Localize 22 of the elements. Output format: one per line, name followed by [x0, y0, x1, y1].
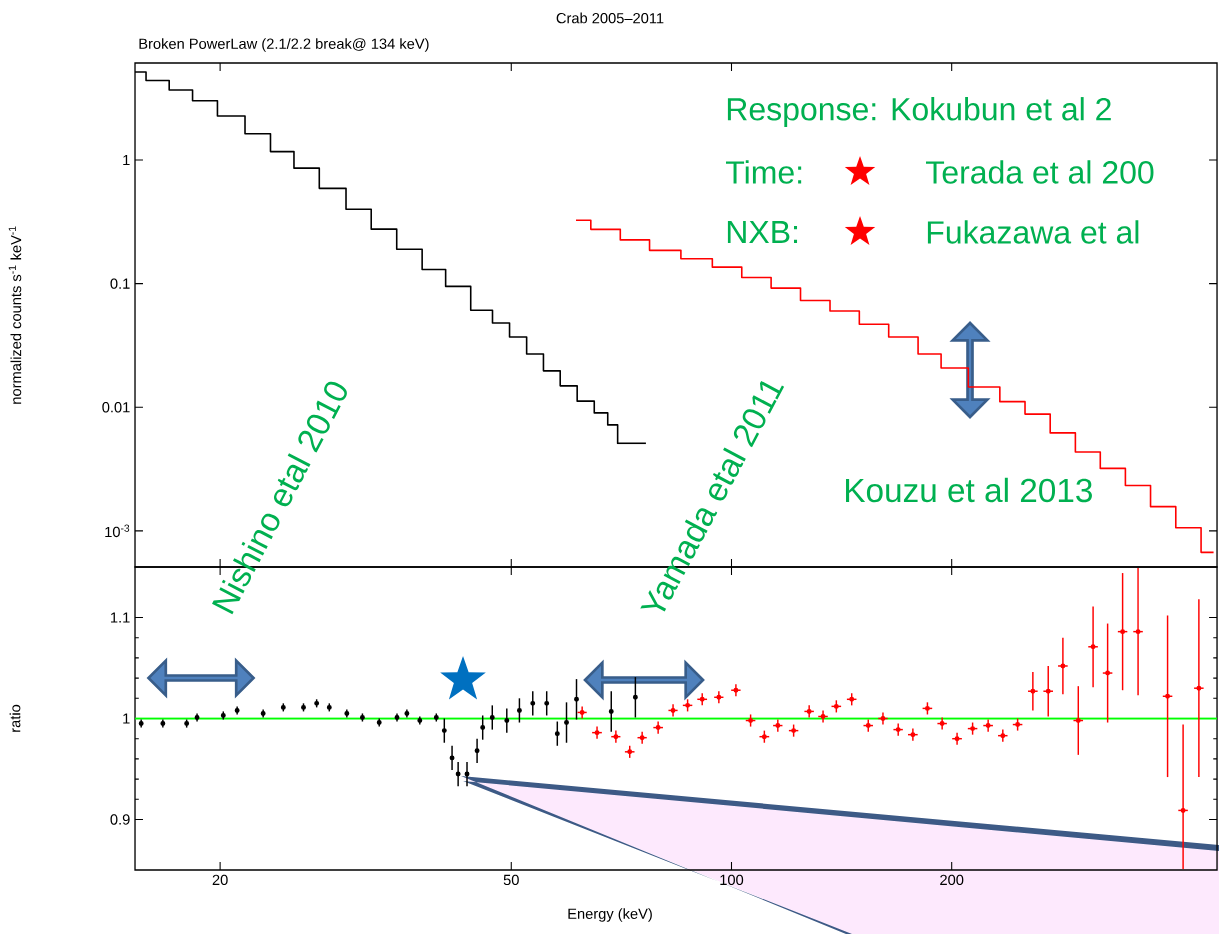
annotation: Response: Kokubun et al 2	[727, 97, 1111, 127]
y-tick-label: 0.1	[110, 278, 130, 289]
y-tick-label: 1	[123, 713, 130, 724]
y-axis-title: normalized counts s$^{-1}$ keV$^{-1}$	[8, 226, 22, 404]
y-tick-label: 1	[123, 155, 130, 166]
annotation: Terada et al 200	[925, 160, 1154, 184]
x-tick-label: 200	[940, 874, 964, 886]
chart-title: Crab 2005–2011	[556, 12, 664, 24]
x-tick-label: 20	[212, 874, 228, 886]
chart-subtitle: Broken PowerLaw (2.1/2.2 break@ 134 keV)	[139, 38, 429, 52]
y-tick-label: 10$^{-3}$	[105, 524, 130, 538]
y-tick-label: 0.01	[102, 402, 130, 413]
annotation: NXB:	[727, 220, 798, 243]
annotation: Time:	[725, 160, 802, 184]
y-tick-label: 1.1	[111, 612, 130, 623]
x-tick-label: 50	[503, 874, 519, 886]
x-tick-label: 100	[720, 874, 744, 886]
annotation: Kouzu et al 2013	[846, 477, 1092, 503]
y-axis-title: ratio	[9, 704, 21, 732]
y-tick-label: 0.9	[110, 814, 130, 825]
x-axis-title: Energy (keV)	[568, 908, 652, 922]
annotation: Fukazawa et al	[927, 220, 1139, 244]
